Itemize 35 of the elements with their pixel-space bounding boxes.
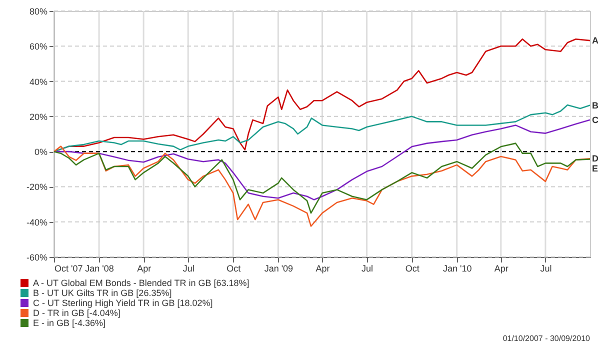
- legend-label: E - in GB [-4.36%]: [33, 318, 106, 328]
- x-tick-label: Apr: [137, 264, 152, 274]
- x-tick-label: Jan '09: [264, 264, 294, 274]
- legend-label: C - UT Sterling High Yield TR in GB [18.02%]: [33, 298, 213, 308]
- line-series: [53, 104, 591, 152]
- x-tick-label: Jan '10: [442, 264, 472, 274]
- x-tick-label: Jul: [182, 264, 194, 274]
- x-tick-label: Oct: [226, 264, 242, 274]
- y-tick-label: -60%: [26, 252, 48, 262]
- line-series: [53, 146, 591, 227]
- x-tick-label: Jul: [540, 264, 552, 274]
- y-tick-label: 40%: [29, 76, 48, 87]
- annotation: B: [592, 100, 599, 110]
- annotation: C: [592, 114, 599, 125]
- legend-label: B - UT UK Gilts TR in GB [26.35%]: [33, 288, 172, 298]
- x-tick-label: Oct: [405, 264, 420, 274]
- annotation: D: [592, 154, 599, 164]
- legend-label: A - UT Global EM Bonds - Blended TR in GB [63.18%]: [33, 278, 250, 288]
- y-tick-label: 60%: [29, 42, 48, 52]
- y-tick-label: -20%: [26, 182, 48, 192]
- x-tick-label: Jul: [362, 264, 374, 274]
- line-series: [53, 142, 591, 214]
- line-series: [53, 119, 591, 200]
- text: 01/10/2007 - 30/09/2010: [502, 334, 591, 343]
- annotation: E: [592, 164, 598, 174]
- annotation: A: [592, 36, 599, 46]
- y-tick-label: 0%: [34, 147, 48, 158]
- x-tick-label: Apr: [316, 264, 330, 274]
- y-tick-label: -40%: [26, 217, 48, 228]
- x-tick-label: Jan '08: [85, 264, 114, 274]
- x-tick-label: Apr: [494, 264, 508, 274]
- y-tick-label: 20%: [29, 112, 48, 122]
- y-tick-label: 80%: [29, 6, 48, 16]
- legend-label: D - TR in GB [-4.04%]: [33, 308, 120, 318]
- x-tick-label: Oct '07: [54, 264, 83, 274]
